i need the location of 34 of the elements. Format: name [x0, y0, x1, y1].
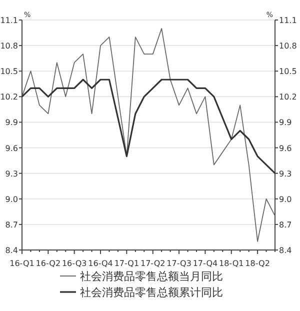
y2-tick-label: 10.5	[279, 67, 297, 76]
x-tick-label: 16-Q4	[88, 259, 113, 268]
y2-tick-label: 10.8	[279, 42, 297, 51]
x-tick-label: 18-Q1	[219, 259, 244, 268]
x-tick-label: 17-Q2	[140, 259, 166, 268]
legend-label: 社会消费品零售总额累计同比	[80, 286, 223, 299]
legend-label: 社会消费品零售总额当月同比	[80, 270, 223, 283]
y-tick-label: 10.5	[0, 67, 18, 76]
y-tick-label: 9.0	[5, 194, 18, 204]
x-tick-label: 18-Q2	[245, 259, 270, 268]
y2-tick-label: 10.2	[279, 92, 297, 102]
y-tick-label: 8.7	[5, 220, 18, 230]
y-tick-label: 9.3	[5, 169, 18, 178]
line-series	[22, 28, 276, 242]
y-tick-label: 10.8	[0, 42, 18, 51]
x-tick-label: 16-Q3	[62, 259, 87, 268]
y2-tick-label: 9.6	[279, 144, 292, 153]
y2-tick-label: 9.9	[279, 118, 292, 128]
y2-tick-label: 9.0	[279, 194, 292, 204]
y-tick-label: 11.1	[0, 16, 18, 25]
y-tick-label: 10.2	[0, 92, 18, 102]
y2-tick-label: 11.1	[279, 16, 297, 25]
x-tick-label: 16-Q1	[10, 259, 34, 268]
x-tick-label: 17-Q3	[166, 259, 192, 268]
y-tick-label: 9.6	[5, 144, 18, 153]
x-tick-label: 17-Q1	[114, 259, 140, 268]
y-tick-label: 8.4	[5, 246, 18, 255]
y-tick-label: 9.9	[5, 118, 18, 128]
x-tick-label: 16-Q2	[36, 259, 61, 268]
line-series	[21, 78, 276, 174]
x-tick-label: 17-Q4	[192, 259, 218, 268]
y2-tick-label: 9.3	[279, 169, 292, 178]
y2-tick-label: 8.7	[279, 220, 292, 230]
y2-tick-label: 8.4	[279, 246, 292, 255]
